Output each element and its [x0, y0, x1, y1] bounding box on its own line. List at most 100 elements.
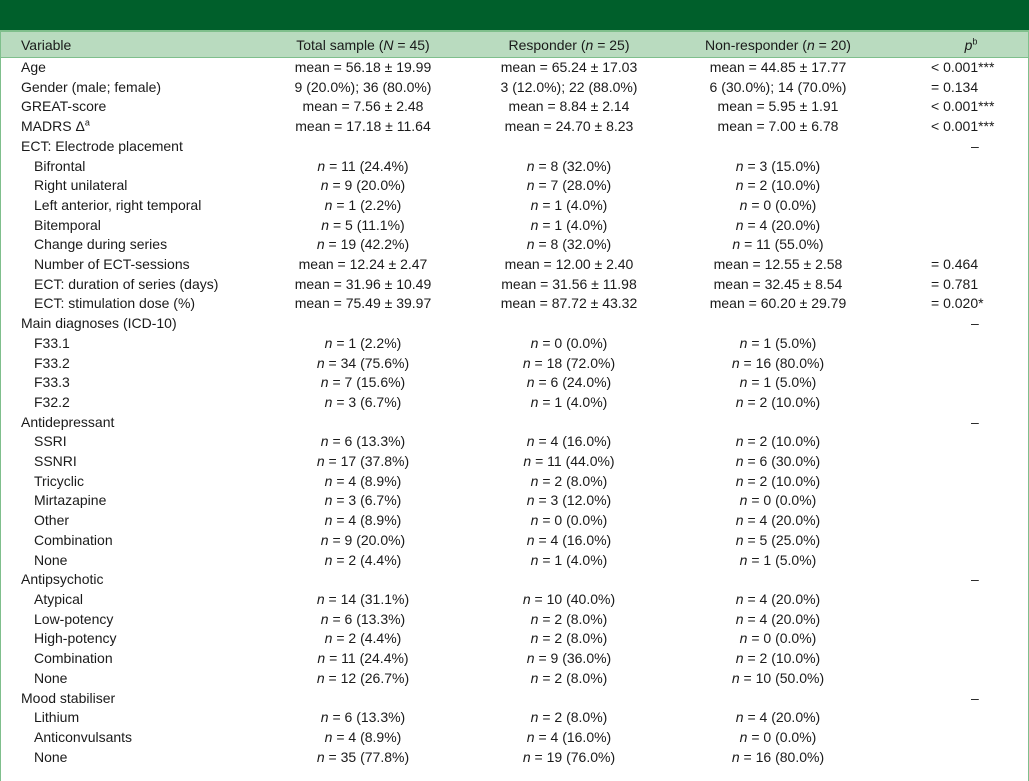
- table-title-bar: [0, 0, 1029, 30]
- row-label-text: Atypical: [34, 590, 84, 607]
- cell-p: [879, 649, 1029, 669]
- cell-total: n = 9 (20.0%): [320, 177, 406, 194]
- cell-p: [879, 511, 1029, 531]
- cell-total: mean = 17.18 ± 11.64: [295, 118, 431, 135]
- cell-responder: n = 2 (8.0%): [530, 630, 608, 647]
- cell-total: n = 12 (26.7%): [316, 669, 410, 686]
- cell-p: [879, 334, 1029, 354]
- cell-responder: n = 9 (36.0%): [526, 650, 612, 667]
- cell-responder: n = 11 (44.0%): [523, 453, 615, 470]
- row-label: Atypical: [0, 590, 265, 610]
- cell-responder: n = 2 (8.0%): [530, 669, 608, 686]
- cell-responder: n = 10 (40.0%): [522, 590, 616, 607]
- row-label-text: Antidepressant: [21, 413, 115, 430]
- row-label: MADRS Δa: [0, 117, 265, 137]
- row-label-text: Number of ECT-sessions: [34, 256, 190, 273]
- row-label: Antipsychotic: [0, 570, 265, 590]
- cell-responder: n = 0 (0.0%): [530, 512, 608, 529]
- row-label-text: High-potency: [34, 630, 117, 647]
- cell-p: = 0.134: [931, 78, 979, 95]
- table-row: Main diagnoses (ICD-10) –: [0, 314, 1029, 334]
- table-row: Number of ECT-sessions mean = 12.24 ± 2.4…: [0, 255, 1029, 275]
- cell-p: [879, 472, 1029, 492]
- row-label: Gender (male; female): [0, 78, 265, 98]
- cell-nonresponder: n = 10 (50.0%): [731, 669, 825, 686]
- row-label-text: Gender (male; female): [21, 78, 162, 95]
- cell-total: n = 35 (77.8%): [316, 748, 410, 765]
- cell-p: –: [971, 413, 979, 430]
- cell-total: n = 11 (24.4%): [317, 157, 409, 174]
- table-row: ECT: stimulation dose (%) mean = 75.49 ± …: [0, 294, 1029, 314]
- cell-p: [879, 157, 1029, 177]
- cell-responder: n = 1 (4.0%): [530, 216, 608, 233]
- row-label-sup: a: [84, 117, 90, 128]
- cell-responder: n = 6 (24.0%): [526, 374, 612, 391]
- row-label: Mirtazapine: [0, 491, 265, 511]
- row-label-text: Age: [21, 59, 46, 75]
- table-row: ECT: duration of series (days) mean = 31.…: [0, 275, 1029, 295]
- cell-total: n = 4 (8.9%): [324, 728, 402, 745]
- cell-p: [879, 491, 1029, 511]
- row-label: Mood stabiliser: [0, 689, 265, 709]
- row-label-text: Low-potency: [34, 610, 114, 627]
- row-label-text: ECT: stimulation dose (%): [34, 295, 196, 312]
- cell-p: < 0.001***: [931, 98, 995, 115]
- row-label-text: Antipsychotic: [21, 571, 104, 588]
- table-row: F32.2 n = 3 (6.7%) n = 1 (4.0%) n = 2 (10.0…: [0, 393, 1029, 413]
- row-label-text: Bitemporal: [34, 216, 101, 233]
- row-label-text: F33.1: [34, 334, 70, 351]
- cell-p: [879, 235, 1029, 255]
- cell-total: n = 6 (13.3%): [320, 433, 406, 450]
- cell-total: n = 4 (8.9%): [324, 512, 402, 529]
- cell-nonresponder: n = 4 (20.0%): [735, 512, 821, 529]
- cell-nonresponder: n = 0 (0.0%): [739, 630, 817, 647]
- cell-nonresponder: mean = 12.55 ± 2.58: [713, 256, 843, 273]
- cell-total: mean = 31.96 ± 10.49: [294, 275, 432, 292]
- cell-p: –: [971, 571, 979, 588]
- cell-responder: n = 2 (8.0%): [530, 472, 608, 489]
- cell-responder: n = 3 (12.0%): [526, 492, 612, 509]
- row-label: Change during series: [0, 235, 265, 255]
- table-row: SSNRI n = 17 (37.8%) n = 11 (44.0%) n = 6 (…: [0, 452, 1029, 472]
- cell-responder: [461, 314, 677, 334]
- table-row: Anticonvulsants n = 4 (8.9%) n = 4 (16.0%)…: [0, 728, 1029, 748]
- cell-p: –: [971, 315, 979, 332]
- cell-total: n = 14 (31.1%): [316, 590, 410, 607]
- cell-total: [265, 570, 461, 590]
- row-label-text: Main diagnoses (ICD-10): [21, 315, 177, 332]
- cell-p: = 0.020*: [931, 295, 984, 312]
- row-label: GREAT-score: [0, 97, 265, 117]
- cell-nonresponder: n = 0 (0.0%): [739, 492, 817, 509]
- header-row: Variable Total sample (N = 45) Responder…: [0, 30, 1029, 58]
- table-row: Change during series n = 19 (42.2%) n = 8 …: [0, 235, 1029, 255]
- cell-nonresponder: n = 2 (10.0%): [735, 650, 821, 667]
- row-label: Lithium: [0, 708, 265, 728]
- cell-total: mean = 12.24 ± 2.47: [298, 256, 428, 273]
- row-label: Tricyclic: [0, 472, 265, 492]
- cell-nonresponder: n = 2 (10.0%): [735, 177, 821, 194]
- cell-p: = 0.781: [931, 275, 979, 292]
- row-label-text: None: [34, 669, 68, 686]
- cell-total: mean = 56.18 ± 19.99: [294, 59, 432, 75]
- row-label: Left anterior, right temporal: [0, 196, 265, 216]
- cell-nonresponder: mean = 32.45 ± 8.54: [713, 275, 843, 292]
- cell-nonresponder: n = 5 (25.0%): [735, 531, 821, 548]
- table-row: Lithium n = 6 (13.3%) n = 2 (8.0%) n = 4 (2…: [0, 708, 1029, 728]
- cell-nonresponder: n = 6 (30.0%): [735, 453, 821, 470]
- row-label: ECT: duration of series (days): [0, 275, 265, 295]
- row-label: Combination: [0, 649, 265, 669]
- row-label-text: Mirtazapine: [34, 492, 107, 509]
- cell-responder: n = 4 (16.0%): [526, 433, 612, 450]
- cell-responder: n = 1 (4.0%): [530, 551, 608, 568]
- table-row: Low-potency n = 6 (13.3%) n = 2 (8.0%) n = …: [0, 610, 1029, 630]
- row-label-text: F33.3: [34, 374, 70, 391]
- cell-responder: n = 4 (16.0%): [526, 531, 612, 548]
- row-label-text: Combination: [34, 531, 113, 548]
- row-label: Number of ECT-sessions: [0, 255, 265, 275]
- table-row: Other n = 4 (8.9%) n = 0 (0.0%) n = 4 (20.0…: [0, 511, 1029, 531]
- table-row: Left anterior, right temporal n = 1 (2.2%…: [0, 196, 1029, 216]
- cell-p: [879, 748, 1029, 768]
- table-row: None n = 2 (4.4%) n = 1 (4.0%) n = 1 (5.0%): [0, 551, 1029, 571]
- cell-total: mean = 7.56 ± 2.48: [302, 98, 424, 115]
